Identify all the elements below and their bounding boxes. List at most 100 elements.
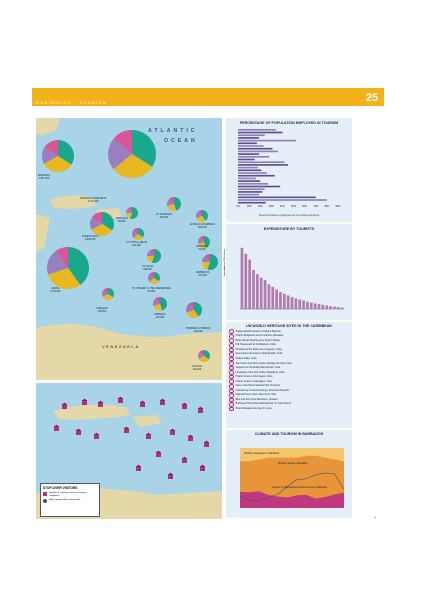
heritage-site-label: Pitons Management Area, St. Lucia — [235, 407, 272, 410]
heritage-site-item: Brimstone Hill Fortress National Park, S… — [226, 402, 352, 407]
expenditure-bar — [275, 289, 278, 310]
rainfall-line — [239, 473, 345, 502]
pie-slice — [167, 198, 174, 207]
expenditure-bar — [252, 270, 255, 310]
stopover-house-marker — [160, 401, 165, 405]
pie-slice — [185, 303, 194, 313]
heritage-site-item: Historic Centre of Camagüey, Cuba — [226, 379, 352, 384]
employment-bar — [238, 134, 265, 137]
climate-title: CLIMATE AND TOURISM IN BARBADOS — [254, 432, 324, 436]
expenditure-panel: EXPENDITURE BY TOURISTS Expenditure in U… — [224, 224, 352, 320]
header-band-text: CARIBBEAN · TOURISM — [36, 100, 108, 105]
employment-bar — [238, 186, 281, 188]
stopover-house-roof — [169, 428, 176, 431]
employment-bar — [238, 202, 266, 204]
employment-bar — [238, 142, 257, 145]
heritage-site-icon — [229, 329, 234, 334]
stopover-house-roof — [135, 464, 142, 467]
heritage-site-icon — [229, 333, 234, 339]
pie-slice — [160, 297, 167, 311]
employment-bar — [238, 199, 327, 202]
expenditure-bar — [259, 277, 263, 310]
heritage-site-icon — [229, 338, 234, 344]
heritage-site-icon — [229, 370, 234, 375]
pie-slice — [102, 212, 115, 231]
expenditure-bar — [279, 292, 282, 310]
label-puerto-rico: PUERTO RICO 3,686,000 — [82, 235, 99, 241]
pie-slice — [113, 130, 132, 154]
expenditure-bar — [321, 305, 325, 310]
pie-slice — [91, 224, 113, 237]
heritage-site-item: Desembarco del Granma National Park, Cub… — [226, 352, 352, 357]
stopover-house-roof — [155, 450, 162, 453]
pie-slice — [204, 236, 211, 248]
heritage-sites-panel: UN WORLD HERITAGE SITES IN THE CARIBBEAN… — [226, 322, 352, 428]
pie-slice — [91, 212, 102, 224]
legend-item-stopover: Number of 'stopover' tourists arriving i… — [49, 492, 87, 497]
heritage-site-label: Antigua Naval Dockyard, Antigua & Barbud… — [235, 330, 281, 333]
pie-slice — [197, 352, 204, 359]
climate-annotation: Number of international tourists arrivin… — [272, 486, 328, 489]
pie-slice — [149, 272, 154, 278]
stopover-house-roof — [93, 432, 100, 435]
pie-slice — [102, 288, 108, 294]
stopover-house-roof — [199, 464, 206, 467]
heritage-site-label: Morne Trois Pitons National Park, Domini… — [235, 385, 281, 388]
stopover-house-roof — [203, 440, 210, 443]
house-icon — [43, 492, 47, 496]
ocean-label-atlantic: ATLANTIC — [148, 128, 198, 134]
pie-slice — [108, 138, 132, 170]
expenditure-bar — [286, 295, 290, 310]
employment-tick: 50% — [291, 205, 297, 208]
stopover-land-hispaniola — [132, 415, 162, 427]
label-guyana: GUYANA 220,000 — [192, 365, 202, 371]
pie-slice — [43, 156, 72, 172]
label-anguilla: ANGUILLA 62,000 — [116, 217, 128, 223]
stopover-house-roof — [187, 434, 194, 437]
pie-slice — [202, 255, 210, 262]
employment-bar — [238, 129, 276, 132]
employment-tick: 90% — [336, 205, 342, 208]
heritage-site-icon — [229, 406, 234, 412]
stopover-house-roof — [53, 424, 60, 427]
label-st-kitts: ST. KITTS & NEVIS 124,000 — [126, 241, 147, 247]
expenditure-bar — [317, 304, 321, 310]
expenditure-bar — [298, 299, 302, 310]
heritage-site-icon — [229, 343, 234, 348]
label-st-vincent: ST. VINCENT & THE GRENADINES 90,000 — [132, 287, 171, 293]
pie-slice — [202, 210, 209, 221]
pie-slice — [153, 304, 163, 311]
pie-slice — [55, 247, 68, 268]
heritage-site-icon — [229, 365, 234, 371]
pie-slice — [113, 154, 153, 178]
pie-slice — [42, 147, 58, 164]
stopover-house-marker — [94, 435, 99, 439]
heritage-site-item: Viñales Valley, Cuba — [226, 356, 352, 362]
heritage-site-icon — [229, 374, 234, 380]
pie-slice — [58, 140, 74, 165]
pie-slice — [132, 130, 156, 167]
stopover-house-marker — [54, 427, 59, 431]
pie-slice — [149, 249, 154, 256]
employment-tick: 60% — [302, 205, 308, 208]
heritage-site-item: Blue and John Crow Mountains, Jamaica — [226, 397, 352, 403]
expenditure-bar — [271, 287, 275, 310]
stopover-house-marker — [124, 429, 129, 433]
expenditure-bar — [244, 254, 248, 310]
pie-slice — [169, 197, 174, 204]
expenditure-bar — [290, 297, 294, 310]
heritage-site-icon — [229, 379, 234, 384]
heritage-site-icon — [229, 393, 234, 398]
heritage-site-item: Morne Trois Pitons National Park, Domini… — [226, 383, 352, 389]
heritage-site-item: Trinidad and the Valley de los Ingenios,… — [226, 347, 352, 353]
page-header-band — [32, 88, 384, 106]
heritage-site-label: San Pedro de la Roca Castle, Santiago de… — [235, 362, 292, 365]
expenditure-bar — [282, 294, 286, 310]
employment-tick: 30% — [269, 205, 275, 208]
heritage-site-item: Colonial City of Santo Domingo, Dominica… — [226, 388, 352, 394]
pie-slice — [130, 207, 139, 219]
heritage-site-item: Belize Barrier Reef Reserve System, Beli… — [226, 338, 352, 344]
employment-tick: 20% — [258, 205, 264, 208]
pie-slice — [198, 350, 204, 356]
land-florida — [36, 118, 60, 136]
